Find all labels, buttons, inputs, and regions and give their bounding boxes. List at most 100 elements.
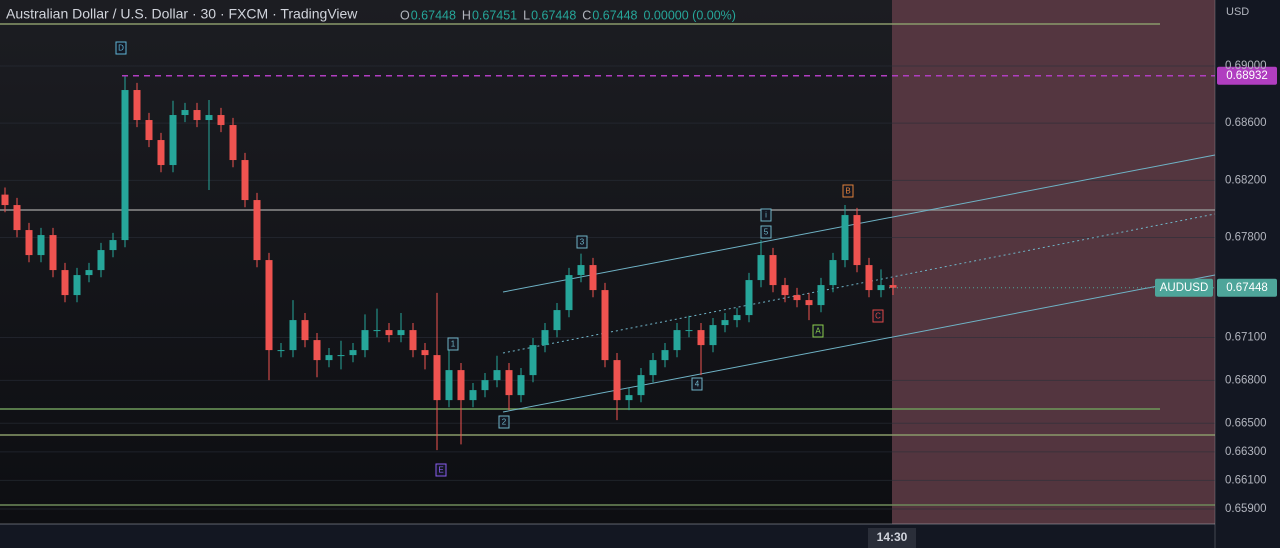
candle-body — [109, 240, 117, 251]
candle-body — [193, 110, 201, 121]
candle-body — [181, 110, 189, 116]
legend-value: 0.67448 — [411, 8, 456, 22]
candle-body — [709, 325, 717, 346]
candle-body — [205, 115, 213, 121]
candle-body — [349, 350, 357, 356]
candle-body — [601, 290, 609, 361]
grid — [0, 65, 1215, 510]
wave-label-box — [447, 337, 459, 351]
legend-key: H — [462, 8, 471, 22]
candle-body — [505, 370, 513, 396]
chart-title: Australian Dollar / U.S. Dollar · 30 · F… — [6, 6, 358, 22]
candle-body — [265, 260, 273, 351]
ohlc-legend: O 0.67448 H 0.67451 L 0.67448 C 0.67448 0.00000 … — [400, 8, 736, 22]
candle-body — [469, 390, 477, 401]
candle-body — [757, 255, 765, 281]
candle-body — [445, 370, 453, 401]
candle-body — [565, 275, 573, 311]
y-tick-label: 0.66500 — [1225, 417, 1267, 429]
candle-body — [721, 320, 729, 326]
symbol-label: AUDUSD — [1160, 282, 1209, 294]
time-label-box — [868, 528, 916, 548]
y-tick-label: 0.68600 — [1225, 117, 1267, 129]
candle-body — [409, 330, 417, 351]
wave-label-box — [812, 324, 824, 338]
last-price-label: 0.67448 — [1226, 282, 1268, 294]
wave-label: 2 — [502, 418, 507, 427]
wave-label: B — [845, 187, 850, 196]
candle-body — [361, 330, 369, 351]
candle-body — [169, 115, 177, 166]
candle-body — [49, 235, 57, 271]
candle-body — [301, 320, 309, 341]
candle-body — [241, 160, 249, 201]
candle-body — [817, 285, 825, 306]
overlay: 0.68932 AUDUSD 0.67448 D E 1 2 3 4 5 i A B C — [115, 41, 1277, 477]
y-tick-label: 0.66800 — [1225, 374, 1267, 386]
candle-body — [853, 215, 861, 266]
channel-line — [502, 274, 1216, 413]
candle-body — [133, 90, 141, 121]
candle-body — [625, 395, 633, 401]
candle-body — [397, 330, 405, 336]
candle-body — [253, 200, 261, 261]
candles — [1, 75, 897, 451]
wave-label: 4 — [695, 380, 700, 389]
candle-body — [121, 90, 129, 241]
candle-body — [37, 235, 45, 256]
symbol-box — [1155, 278, 1213, 297]
candle-body — [637, 375, 645, 396]
candle-body — [529, 345, 537, 376]
candle-body — [589, 265, 597, 291]
wave-label: 3 — [580, 238, 585, 247]
future-shade — [892, 0, 1215, 524]
candle-body — [841, 215, 849, 261]
candle-body — [865, 265, 873, 291]
time-label: 14:30 — [877, 530, 908, 544]
wave-label: E — [438, 466, 443, 475]
currency-label: USD — [1226, 6, 1249, 18]
candle-body — [769, 255, 777, 286]
wave-label-box — [691, 377, 703, 391]
candle-body — [781, 285, 789, 296]
candle-body — [73, 275, 81, 296]
wave-label-box — [498, 415, 510, 429]
y-tick-label: 0.66100 — [1225, 474, 1267, 486]
candle-body — [325, 355, 333, 361]
candle-body — [25, 230, 33, 256]
candle-body — [13, 205, 21, 231]
wave-label-box — [760, 225, 772, 239]
legend-key: C — [582, 8, 591, 22]
y-tick-label: 0.68200 — [1225, 174, 1267, 186]
candle-body — [493, 370, 501, 381]
drawings — [0, 23, 1216, 506]
candle-body — [805, 300, 813, 306]
candle-body — [733, 315, 741, 321]
wave-label-box — [760, 208, 772, 222]
candle-body — [433, 355, 441, 401]
wave-label: D — [118, 44, 124, 53]
legend-change: 0.00000 (0.00%) — [644, 8, 736, 22]
candle-body — [517, 375, 525, 396]
legend-value: 0.67448 — [531, 8, 576, 22]
candle-body — [1, 194, 9, 206]
y-tick-label: 0.67100 — [1225, 332, 1267, 344]
candle-body — [313, 340, 321, 361]
wave-label: 1 — [451, 340, 456, 349]
y-tick-label: 0.69000 — [1225, 60, 1267, 72]
candle-body — [277, 350, 285, 352]
candle-body — [649, 360, 657, 376]
candle-body — [421, 350, 429, 356]
channel-line — [502, 213, 1216, 354]
candle-body — [157, 140, 165, 166]
candle-body — [481, 380, 489, 391]
candle-body — [685, 330, 693, 332]
candle-body — [877, 285, 885, 291]
wave-label: C — [875, 312, 881, 321]
candle-body — [61, 270, 69, 296]
candle-body — [145, 120, 153, 141]
candle-body — [889, 285, 897, 288]
candle-body — [613, 360, 621, 401]
